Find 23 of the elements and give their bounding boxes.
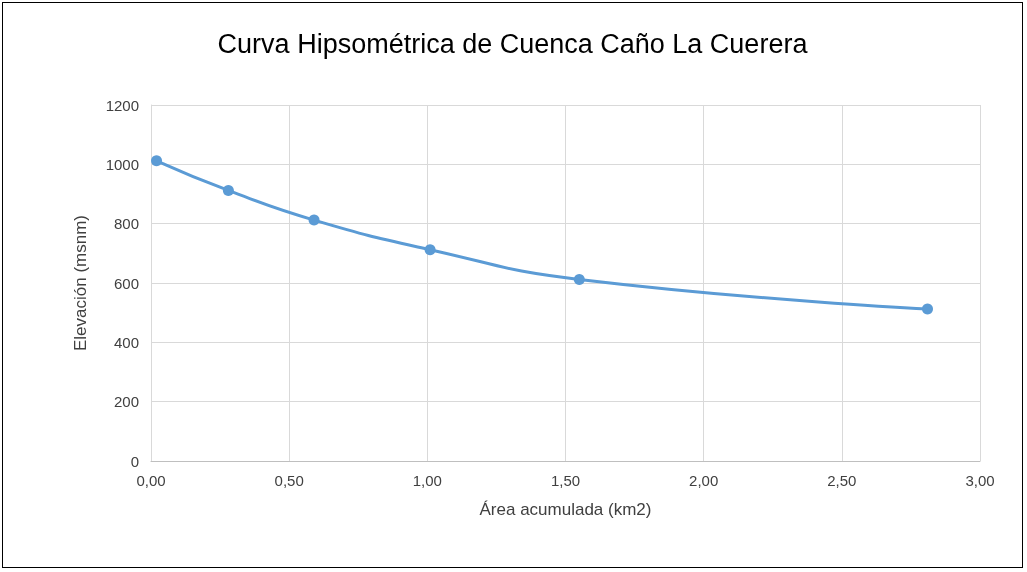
y-axis-title: Elevación (msnm): [71, 214, 90, 352]
x-tick-label: 0,50: [274, 472, 304, 489]
y-tick-label: 600: [113, 274, 139, 292]
x-tick-label: 0,00: [136, 472, 166, 489]
y-tick-label: 1000: [105, 155, 139, 173]
y-tick-label: 400: [113, 333, 139, 351]
x-axis-title: Área acumulada (km2): [479, 500, 652, 519]
y-tick-label: 1200: [105, 96, 139, 114]
y-tick-label: 200: [113, 393, 139, 411]
x-tick-label: 2,50: [827, 472, 857, 489]
point: [308, 214, 320, 226]
x-tick-label: 1,00: [412, 472, 442, 489]
point: [151, 155, 163, 167]
y-tick-label: 800: [113, 215, 139, 233]
x-tick-label: 1,50: [550, 472, 581, 489]
point: [222, 184, 234, 196]
x-tick-label: 2,00: [689, 472, 719, 489]
point: [922, 303, 933, 315]
y-tick-label: 0: [130, 452, 139, 470]
chart-title: Curva Hipsométrica de Cuenca Caño La Cuerera: [217, 28, 809, 59]
point: [424, 244, 436, 256]
x-tick-label: 3,00: [965, 472, 995, 489]
point: [573, 273, 585, 285]
